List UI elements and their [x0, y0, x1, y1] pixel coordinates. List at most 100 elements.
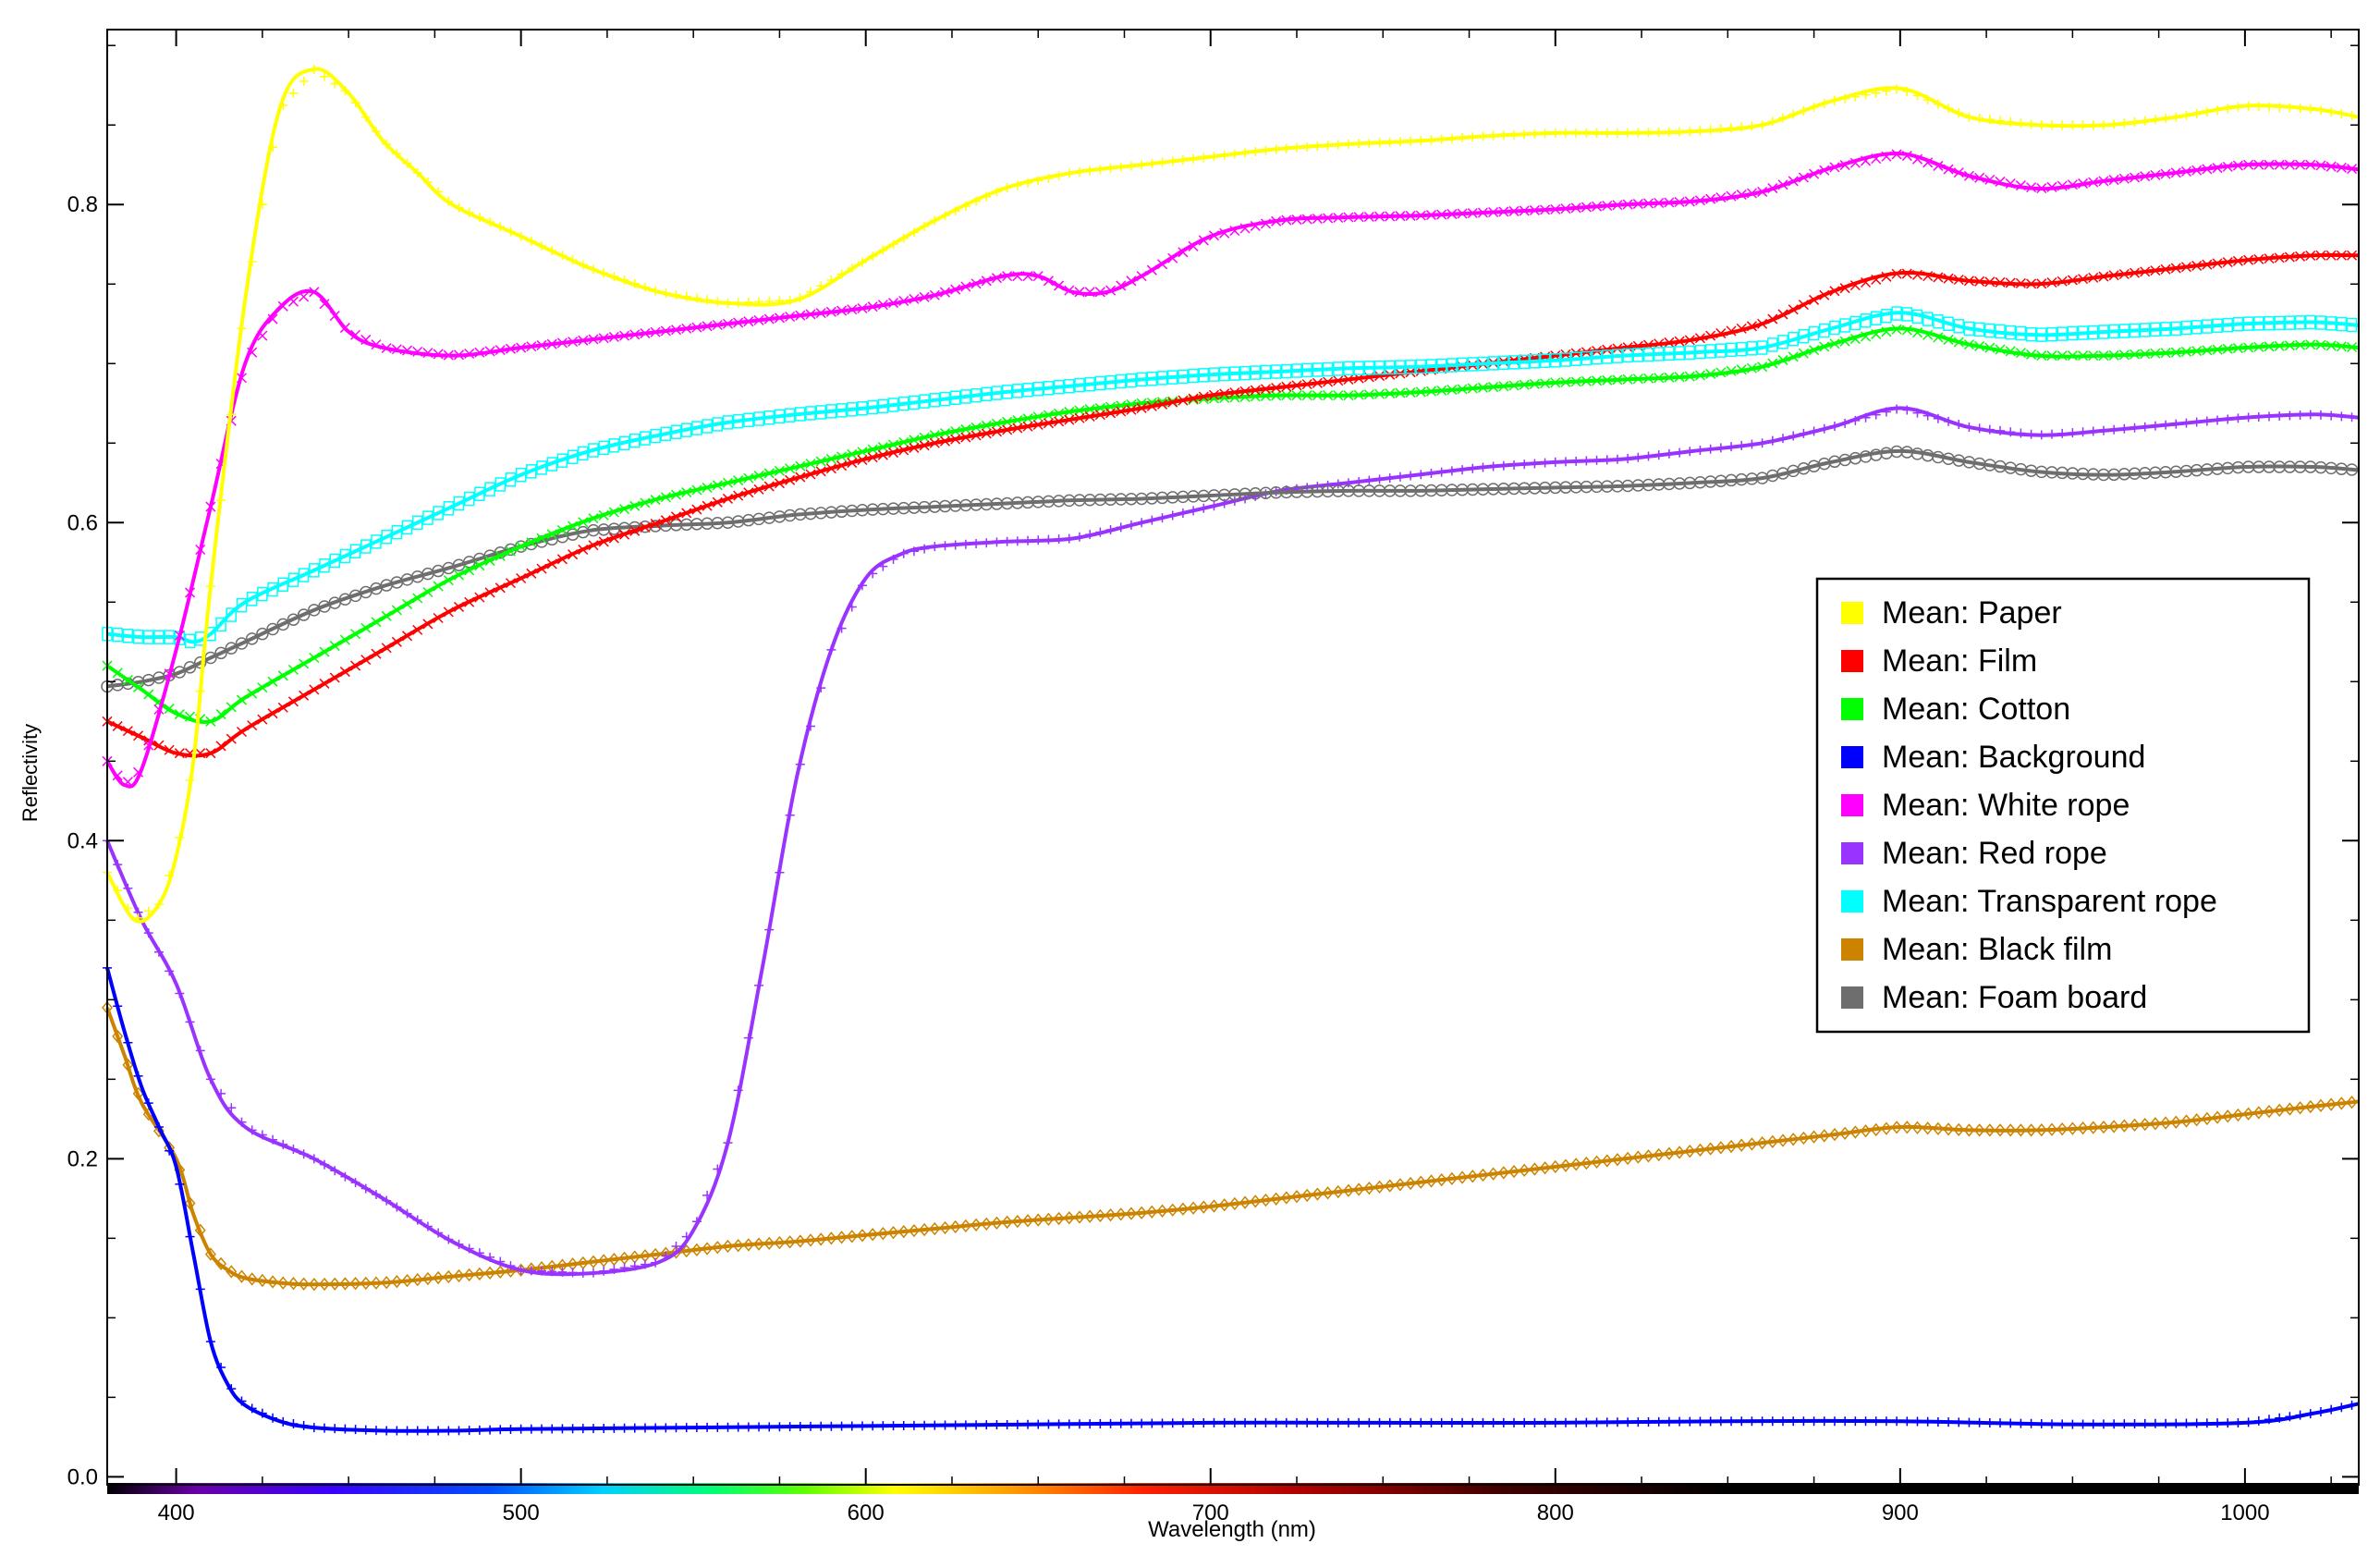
marker — [1974, 340, 1985, 351]
marker — [825, 463, 836, 474]
marker — [1602, 374, 1613, 386]
marker — [1705, 125, 1715, 135]
marker — [950, 206, 960, 216]
marker — [939, 287, 951, 298]
series-markers — [101, 445, 2359, 693]
marker — [671, 1241, 681, 1251]
marker — [1850, 1416, 1861, 1427]
marker — [1271, 1417, 1281, 1427]
marker — [2130, 423, 2140, 433]
marker — [1188, 393, 1199, 404]
marker — [1219, 227, 1230, 239]
marker — [133, 913, 143, 923]
marker — [1219, 150, 1229, 160]
series-line — [105, 152, 2360, 789]
marker — [1271, 382, 1282, 394]
marker — [1974, 113, 1984, 123]
marker — [287, 664, 299, 675]
marker — [1581, 128, 1592, 138]
marker — [785, 474, 796, 485]
marker — [888, 1421, 898, 1431]
marker — [1032, 411, 1044, 423]
marker — [753, 484, 764, 495]
marker — [1271, 215, 1282, 227]
marker — [2212, 1110, 2224, 1124]
marker — [132, 630, 144, 644]
marker — [1312, 1187, 1324, 1201]
marker — [568, 255, 578, 265]
marker — [2026, 278, 2037, 289]
marker — [1269, 486, 1283, 499]
marker — [836, 403, 848, 418]
marker — [970, 430, 982, 441]
marker — [2222, 161, 2233, 172]
marker — [877, 1227, 889, 1241]
marker — [1726, 325, 1737, 337]
marker — [888, 439, 899, 450]
marker — [2273, 460, 2286, 473]
marker — [1281, 214, 1292, 226]
marker — [1581, 202, 1592, 213]
marker — [1209, 1417, 1219, 1427]
marker — [1126, 1418, 1136, 1428]
marker — [391, 344, 402, 355]
marker — [267, 1275, 279, 1289]
marker — [1623, 454, 1633, 464]
marker — [1145, 492, 1159, 505]
marker — [1333, 140, 1343, 150]
marker — [516, 572, 527, 584]
marker — [2169, 465, 2183, 478]
marker — [1157, 157, 1167, 167]
marker — [2213, 1418, 2223, 1428]
marker — [1509, 459, 1520, 470]
marker — [1291, 363, 1302, 378]
marker — [1208, 367, 1220, 382]
marker — [2036, 350, 2047, 361]
marker — [868, 1421, 878, 1431]
marker — [1757, 438, 1767, 448]
marker — [959, 1219, 971, 1233]
marker — [1964, 1417, 1974, 1427]
marker — [1995, 344, 2006, 355]
marker — [526, 1424, 536, 1434]
marker — [2057, 428, 2068, 438]
marker — [2347, 250, 2358, 261]
marker — [1715, 367, 1727, 378]
marker — [2138, 467, 2152, 480]
marker — [2160, 1116, 2172, 1130]
marker — [1457, 1170, 1469, 1184]
marker — [1467, 357, 1479, 372]
marker — [2181, 1418, 2191, 1428]
marker — [1458, 133, 1468, 143]
marker — [112, 770, 123, 781]
marker — [1704, 344, 1716, 359]
marker — [1363, 211, 1374, 223]
marker — [371, 534, 382, 549]
marker — [320, 71, 330, 81]
marker — [382, 1426, 392, 1436]
marker — [1518, 482, 1531, 495]
marker — [2212, 344, 2223, 355]
marker — [153, 900, 164, 910]
marker — [775, 1422, 785, 1432]
marker — [184, 633, 196, 649]
marker — [1323, 390, 1334, 401]
marker — [930, 215, 940, 226]
marker — [484, 482, 495, 496]
marker — [433, 1270, 445, 1285]
marker — [930, 1420, 940, 1430]
marker — [164, 630, 175, 644]
marker — [454, 1426, 464, 1436]
marker — [1642, 347, 1654, 362]
marker — [340, 86, 350, 96]
marker — [433, 612, 444, 624]
marker — [1736, 323, 1747, 334]
marker — [2171, 1418, 2181, 1428]
marker — [287, 1277, 299, 1291]
marker — [1343, 1417, 1353, 1427]
legend-label: Mean: Red rope — [1882, 836, 2107, 871]
marker — [2201, 1111, 2213, 1126]
marker — [1529, 204, 1540, 215]
marker — [464, 348, 475, 360]
marker — [897, 396, 909, 411]
